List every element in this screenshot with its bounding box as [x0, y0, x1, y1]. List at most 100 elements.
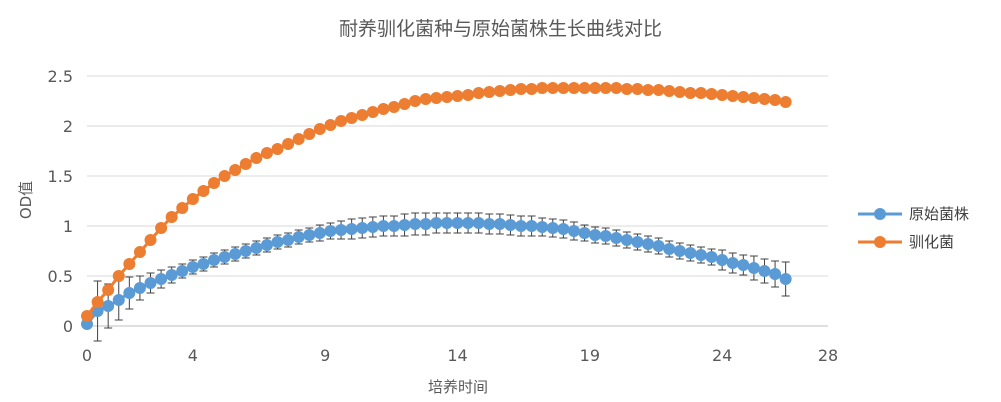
- data-point: [621, 234, 633, 246]
- data-point: [113, 294, 125, 306]
- data-point: [155, 273, 167, 285]
- data-point: [399, 219, 411, 231]
- data-point: [452, 90, 464, 102]
- data-point: [441, 91, 453, 103]
- data-point: [314, 123, 326, 135]
- data-point: [187, 193, 199, 205]
- data-point: [737, 91, 749, 103]
- data-point: [557, 82, 569, 94]
- data-point: [293, 231, 305, 243]
- data-point: [187, 261, 199, 273]
- data-point: [515, 220, 527, 232]
- x-tick-label: 9: [320, 346, 330, 365]
- data-point: [780, 96, 792, 108]
- data-point: [155, 222, 167, 234]
- data-point: [780, 273, 792, 285]
- data-point: [769, 268, 781, 280]
- data-point: [748, 262, 760, 274]
- data-point: [113, 270, 125, 282]
- data-point: [430, 217, 442, 229]
- data-point: [356, 109, 368, 121]
- data-point: [335, 115, 347, 127]
- data-point: [324, 225, 336, 237]
- data-point: [219, 251, 231, 263]
- legend-label: 驯化菌: [909, 233, 954, 251]
- data-point: [526, 220, 538, 232]
- data-point: [706, 251, 718, 263]
- data-point: [134, 282, 146, 294]
- y-tick-label: 0.5: [48, 267, 73, 286]
- data-point: [176, 265, 188, 277]
- x-tick-label: 19: [580, 346, 600, 365]
- data-point: [663, 243, 675, 255]
- legend-marker: [874, 208, 886, 220]
- data-point: [388, 101, 400, 113]
- data-point: [272, 143, 284, 155]
- data-point: [494, 218, 506, 230]
- data-point: [684, 87, 696, 99]
- data-point: [272, 236, 284, 248]
- data-point: [758, 93, 770, 105]
- data-point: [483, 86, 495, 98]
- data-point: [282, 234, 294, 246]
- data-point: [420, 218, 432, 230]
- data-point: [536, 221, 548, 233]
- data-point: [483, 218, 495, 230]
- data-point: [621, 83, 633, 95]
- data-point: [631, 236, 643, 248]
- data-point: [600, 82, 612, 94]
- data-point: [695, 249, 707, 261]
- data-point: [81, 310, 93, 322]
- data-point: [515, 83, 527, 95]
- data-point: [303, 229, 315, 241]
- data-point: [430, 92, 442, 104]
- y-axis-label: OD值: [17, 181, 35, 219]
- data-point: [261, 147, 273, 159]
- data-point: [240, 158, 252, 170]
- data-point: [208, 254, 220, 266]
- data-point: [208, 177, 220, 189]
- data-point: [758, 265, 770, 277]
- data-point: [367, 106, 379, 118]
- data-point: [674, 245, 686, 257]
- x-tick-label: 0: [82, 346, 92, 365]
- x-tick-labels: 0 4 9 14 19 24 28: [82, 346, 838, 365]
- data-point: [303, 128, 315, 140]
- x-tick-label: 28: [818, 346, 838, 365]
- series-2: [81, 82, 792, 322]
- data-point: [324, 119, 336, 131]
- data-point: [600, 230, 612, 242]
- data-point: [166, 269, 178, 281]
- data-point: [388, 220, 400, 232]
- data-point: [367, 221, 379, 233]
- data-point: [473, 217, 485, 229]
- data-point: [409, 218, 421, 230]
- data-point: [653, 240, 665, 252]
- data-point: [663, 85, 675, 97]
- legend-marker: [874, 236, 886, 248]
- data-point: [346, 223, 358, 235]
- legend-item: 原始菌株: [858, 205, 969, 223]
- y-tick-label: 2: [63, 117, 73, 136]
- data-point: [748, 92, 760, 104]
- data-point: [314, 227, 326, 239]
- data-point: [250, 152, 262, 164]
- data-point: [452, 217, 464, 229]
- data-point: [462, 89, 474, 101]
- data-point: [727, 257, 739, 269]
- data-point: [346, 112, 358, 124]
- series-1: [81, 213, 792, 341]
- x-axis-label: 培养时间: [428, 378, 488, 396]
- data-point: [727, 90, 739, 102]
- data-point: [526, 83, 538, 95]
- data-point: [653, 84, 665, 96]
- data-point: [716, 254, 728, 266]
- data-point: [504, 84, 516, 96]
- data-point: [579, 82, 591, 94]
- data-point: [145, 277, 157, 289]
- data-point: [123, 258, 135, 270]
- data-point: [642, 84, 654, 96]
- data-point: [409, 95, 421, 107]
- data-point: [92, 296, 104, 308]
